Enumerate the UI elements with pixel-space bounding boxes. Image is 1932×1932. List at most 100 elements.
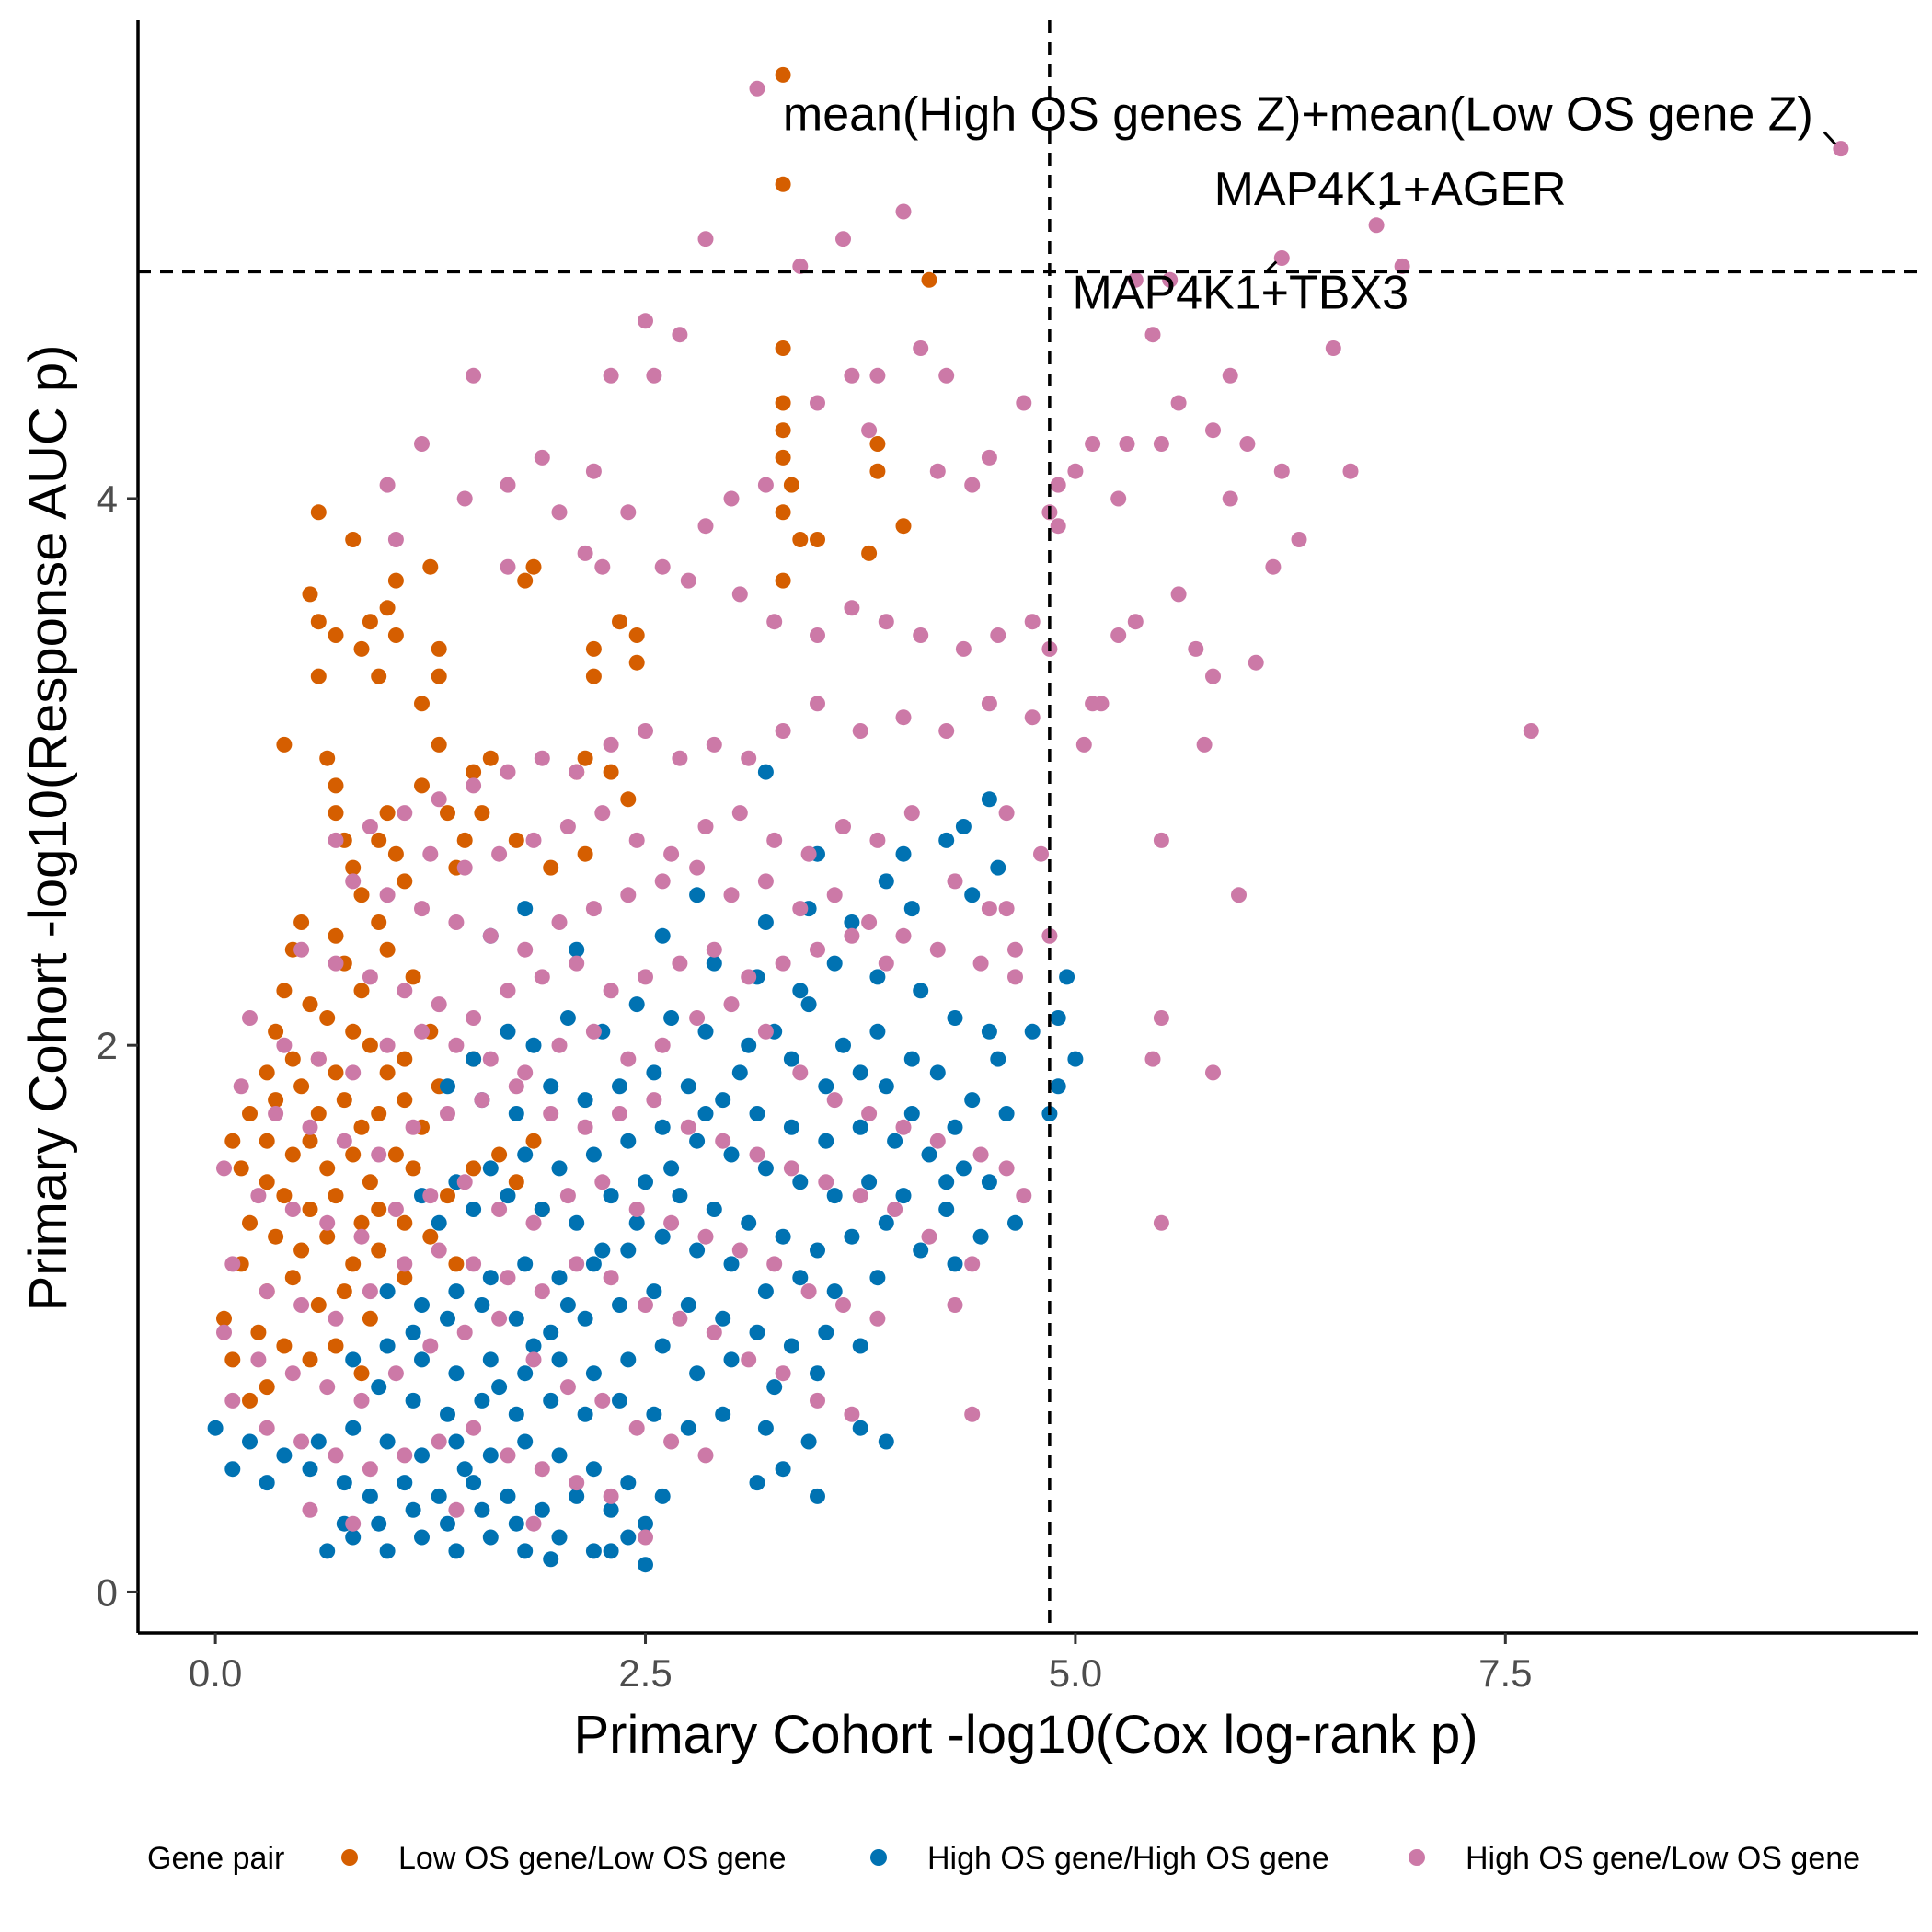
data-point [500, 477, 516, 493]
data-point [878, 955, 894, 972]
data-point [500, 558, 516, 575]
data-point [310, 668, 327, 684]
data-point [500, 1270, 516, 1286]
data-point [569, 955, 585, 972]
data-point [594, 805, 611, 822]
data-point [990, 1051, 1006, 1067]
data-point [1127, 614, 1144, 630]
data-point [1222, 367, 1238, 384]
data-point [861, 1106, 878, 1121]
data-point [792, 1174, 809, 1190]
data-point [1153, 1010, 1169, 1026]
data-point [276, 1447, 293, 1464]
data-point [517, 1543, 534, 1559]
data-point [242, 1433, 258, 1450]
data-point [534, 1461, 550, 1478]
data-point [612, 1106, 627, 1121]
data-point [517, 1433, 534, 1450]
data-point [242, 1010, 258, 1026]
data-point [397, 1051, 413, 1067]
data-point [818, 1324, 834, 1340]
data-point [929, 941, 946, 958]
annotation-leader [1823, 131, 1836, 145]
data-point [603, 736, 619, 753]
data-point [757, 1160, 774, 1177]
annotations: mean(High OS genes Z)+mean(Low OS gene Z… [783, 88, 1836, 319]
data-point [517, 1365, 534, 1382]
data-point [741, 750, 757, 766]
data-point [491, 1202, 508, 1217]
data-point [1144, 1051, 1161, 1067]
data-point [224, 1256, 241, 1272]
data-point [903, 805, 920, 822]
data-point [319, 1379, 336, 1396]
data-point [302, 1501, 318, 1518]
data-point [414, 1297, 430, 1313]
data-point [972, 1146, 989, 1163]
data-point [1093, 696, 1110, 712]
data-point [895, 1119, 912, 1135]
data-point [216, 1324, 232, 1340]
data-point [1050, 1010, 1066, 1026]
data-point [345, 1146, 362, 1163]
data-point [706, 1324, 722, 1340]
data-point [938, 832, 955, 848]
data-point [508, 1515, 524, 1532]
data-point [500, 983, 516, 999]
data-point [276, 983, 293, 999]
data-point [474, 1392, 490, 1409]
data-point [680, 1297, 696, 1313]
data-point [654, 927, 671, 944]
reference-lines [138, 20, 1918, 1633]
data-point [1050, 518, 1066, 535]
data-point [534, 1202, 550, 1217]
data-point [706, 955, 722, 972]
data-point [775, 1365, 791, 1382]
data-point [353, 983, 370, 999]
data-point [612, 614, 627, 630]
data-point [638, 723, 653, 739]
data-point [362, 614, 378, 630]
data-point [903, 1051, 920, 1067]
data-point [508, 1106, 524, 1121]
data-point [259, 1475, 275, 1491]
data-point [603, 1488, 619, 1504]
x-tick-label: 2.5 [618, 1651, 672, 1695]
data-point [336, 1475, 352, 1491]
data-point [938, 723, 955, 739]
data-point [345, 1515, 362, 1532]
data-point [371, 1379, 387, 1396]
data-point [1188, 640, 1204, 657]
data-point [431, 1242, 447, 1259]
data-point [345, 859, 362, 876]
data-point [1033, 845, 1049, 862]
data-point [328, 627, 344, 643]
data-point [379, 941, 396, 958]
data-point [620, 1242, 637, 1259]
data-point [955, 819, 972, 834]
data-point [242, 1214, 258, 1231]
data-point [998, 1160, 1015, 1177]
data-point [1119, 436, 1135, 452]
data-point [1067, 463, 1084, 479]
data-point [353, 1365, 370, 1382]
data-point [1523, 723, 1539, 739]
data-point [585, 463, 602, 479]
data-point [431, 640, 447, 657]
data-point [835, 1297, 851, 1313]
data-point [697, 819, 714, 834]
data-point [440, 1515, 455, 1532]
data-point [569, 1214, 585, 1231]
data-point [620, 887, 637, 903]
data-point [466, 1202, 482, 1217]
data-point [594, 1242, 611, 1259]
data-point [293, 914, 310, 930]
data-point [672, 955, 688, 972]
data-point [577, 1406, 593, 1422]
data-point [938, 1202, 955, 1217]
data-point [887, 1202, 903, 1217]
data-point [913, 1242, 929, 1259]
data-point [319, 1214, 336, 1231]
data-point [810, 1392, 825, 1409]
data-point [852, 1119, 868, 1135]
